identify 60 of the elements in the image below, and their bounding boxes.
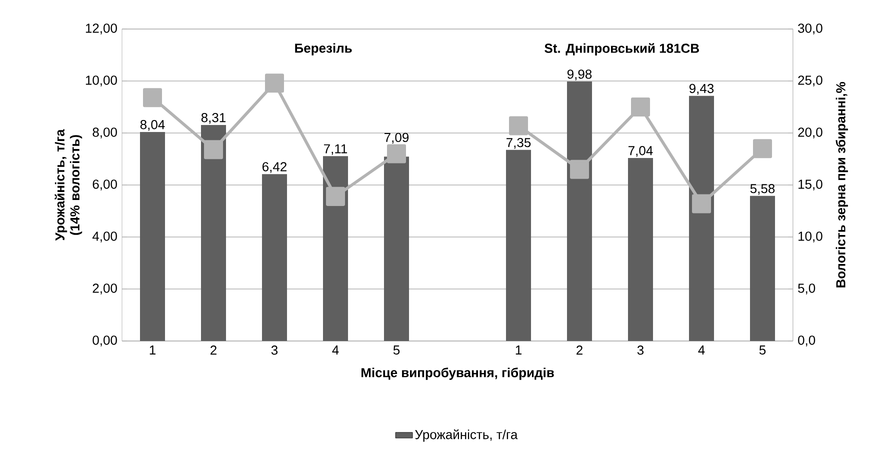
y-tick-label: 10,00 <box>86 76 117 86</box>
y-axis-title: Урожайність, т/га (14% вологість) <box>54 129 82 241</box>
y2-axis-title: Вологість зерна при збиранні,% <box>836 82 848 288</box>
bar <box>384 156 410 341</box>
y-tick-label: 6,00 <box>92 180 117 190</box>
y-tick-label: 12,00 <box>86 24 117 34</box>
x-tick-label: 4 <box>698 346 705 354</box>
x-tick-label: 5 <box>393 346 400 355</box>
data-label: 9,43 <box>689 84 714 95</box>
bar <box>567 82 592 341</box>
data-label: 8,04 <box>140 120 165 131</box>
x-tick-label: 3 <box>637 346 644 355</box>
y-tick-label: 0,00 <box>92 336 117 346</box>
data-label: 7,35 <box>506 138 531 149</box>
bar <box>322 156 348 341</box>
data-label: 5,58 <box>750 184 775 195</box>
x-tick-label: 4 <box>332 346 339 354</box>
y2-tick-label: 20,0 <box>798 128 822 138</box>
y2-tick-label: 10,0 <box>798 232 822 242</box>
bar <box>262 174 288 341</box>
annotation: St. Дніпровський 181СВ <box>544 43 699 56</box>
y-tick-label: 4,00 <box>92 232 117 242</box>
point <box>753 139 772 158</box>
point <box>570 160 590 179</box>
y2-tick-label: 0,0 <box>798 336 816 346</box>
point <box>204 140 224 160</box>
point <box>631 97 650 116</box>
point <box>692 194 712 214</box>
point <box>387 144 406 164</box>
bar <box>140 132 166 341</box>
annotation: Березіль <box>295 43 352 56</box>
point <box>509 116 528 136</box>
data-label: 7,09 <box>384 132 409 144</box>
y2-tick-label: 15,0 <box>798 180 822 190</box>
data-label: 7,04 <box>628 146 653 157</box>
bar <box>200 124 226 341</box>
x-tick-label: 1 <box>150 346 156 354</box>
x-tick-label: 3 <box>271 346 278 355</box>
y2-tick-label: 30,0 <box>798 24 822 34</box>
y2-tick-label: 25,0 <box>798 76 822 86</box>
bar <box>506 150 532 341</box>
bar <box>628 158 654 341</box>
y-tick-label: 2,00 <box>92 284 117 294</box>
legend-label: Урожайність, т/га <box>415 429 518 442</box>
x-tick-label: 1 <box>516 346 522 354</box>
data-label: 6,42 <box>262 162 286 173</box>
x-axis-title: Місце випробування, гібридів <box>362 368 554 380</box>
bar <box>689 96 714 341</box>
y2-tick-label: 5,0 <box>798 284 816 294</box>
point <box>143 88 162 108</box>
x-tick-label: 2 <box>210 346 216 355</box>
x-tick-label: 5 <box>759 346 766 355</box>
y-tick-label: 8,00 <box>92 128 117 138</box>
x-tick-label: 2 <box>576 346 582 355</box>
point <box>326 186 346 206</box>
data-label: 7,11 <box>324 144 348 155</box>
bar <box>750 196 776 341</box>
point <box>265 74 284 93</box>
data-label: 8,31 <box>201 112 226 124</box>
data-label: 9,98 <box>567 70 592 80</box>
